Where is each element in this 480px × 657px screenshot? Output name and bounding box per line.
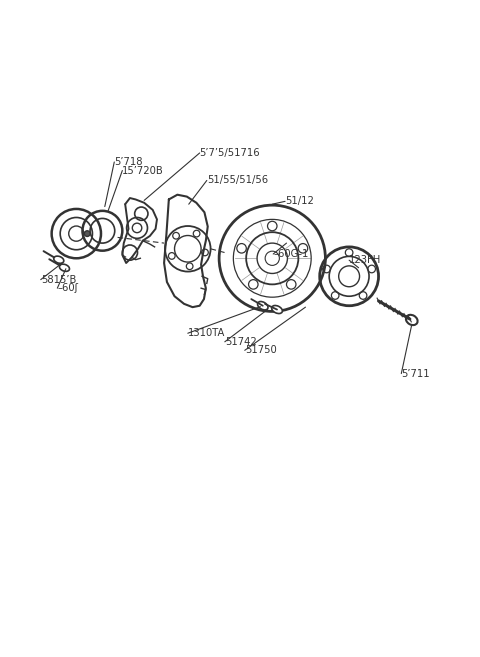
Ellipse shape bbox=[406, 315, 418, 325]
Ellipse shape bbox=[60, 264, 70, 271]
Text: 5’711: 5’711 bbox=[401, 369, 430, 378]
Text: 5’7’5/51716: 5’7’5/51716 bbox=[200, 148, 260, 158]
Text: –60ʃ: –60ʃ bbox=[57, 283, 78, 293]
Ellipse shape bbox=[272, 306, 282, 313]
Text: 51750: 51750 bbox=[245, 346, 276, 355]
Ellipse shape bbox=[258, 302, 268, 310]
Text: 51/12: 51/12 bbox=[285, 196, 314, 206]
Text: –60G-1: –60G-1 bbox=[273, 249, 309, 259]
Text: 51742: 51742 bbox=[225, 337, 257, 347]
Text: 51/55/51/56: 51/55/51/56 bbox=[207, 175, 268, 185]
Text: 123FH: 123FH bbox=[349, 255, 382, 265]
Text: 5815’B: 5815’B bbox=[41, 275, 76, 284]
Text: 15’720B: 15’720B bbox=[122, 166, 164, 175]
Text: 1310TA: 1310TA bbox=[188, 328, 225, 338]
Circle shape bbox=[84, 231, 90, 237]
Text: 5’718: 5’718 bbox=[114, 157, 143, 167]
Ellipse shape bbox=[54, 256, 64, 263]
